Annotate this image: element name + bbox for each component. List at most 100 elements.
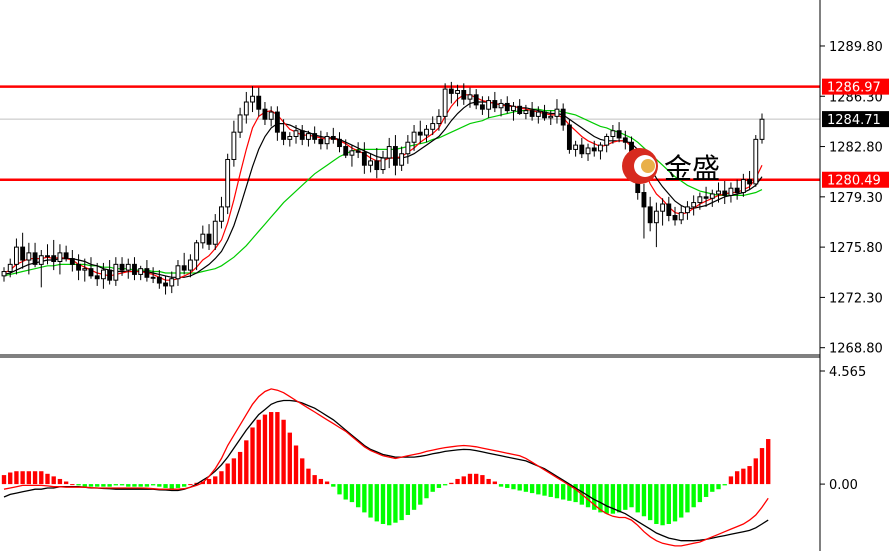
candle-body: [691, 202, 697, 208]
candle: [560, 103, 566, 131]
macd-histogram-bar: [641, 484, 647, 517]
candle: [312, 126, 318, 144]
macd-histogram-bar: [20, 471, 25, 485]
macd-histogram-bar: [710, 484, 715, 492]
candle: [69, 249, 75, 272]
candle: [523, 104, 529, 120]
macd-histogram-bar: [132, 484, 137, 487]
candle: [455, 84, 460, 107]
candle-body: [653, 210, 659, 224]
macd-histogram-bar: [685, 484, 690, 513]
candle: [678, 205, 684, 225]
candle: [206, 224, 212, 250]
macd-histogram-bar: [766, 439, 771, 485]
candle-body: [57, 252, 63, 262]
candle-body: [523, 110, 529, 115]
candle: [306, 130, 311, 147]
candle-body: [194, 242, 200, 261]
candle: [144, 260, 150, 282]
candle: [598, 142, 603, 160]
macd-histogram-bar: [523, 484, 529, 492]
macd-histogram-bar: [610, 484, 616, 514]
candle: [591, 140, 597, 157]
macd-histogram-bar: [480, 475, 485, 485]
candle: [399, 146, 405, 171]
macd-histogram-bar: [567, 484, 572, 501]
macd-histogram-bar: [666, 484, 671, 524]
macd-histogram-bar: [26, 471, 32, 485]
macd-histogram-bar: [387, 484, 392, 526]
signal-line: [3, 388, 769, 547]
candle: [250, 86, 255, 113]
macd-histogram-bar: [542, 484, 547, 496]
macd-histogram-bar: [380, 484, 386, 524]
macd-histogram-bar: [63, 481, 69, 485]
candle: [411, 124, 417, 151]
macd-histogram-bar: [505, 484, 510, 488]
macd-histogram-bar: [529, 484, 535, 494]
macd-histogram-bar: [399, 484, 404, 521]
candle-body: [349, 150, 355, 156]
candle: [467, 87, 473, 108]
candle-body: [287, 135, 293, 140]
candle-body: [399, 153, 405, 166]
candle-body: [405, 141, 411, 155]
candle-body: [312, 133, 318, 140]
candle: [63, 245, 69, 262]
macd-histogram-bar: [175, 484, 181, 488]
macd-histogram-bar: [455, 478, 460, 485]
macd-histogram-bar: [343, 484, 348, 500]
level-label: 1286.97: [827, 81, 881, 96]
macd-histogram-bar: [225, 463, 230, 485]
candle: [355, 142, 361, 159]
candle: [374, 147, 380, 179]
macd-histogram-bar: [82, 484, 87, 487]
macd-histogram-bar: [8, 472, 13, 485]
candle: [647, 196, 653, 232]
macd-histogram-bar: [163, 484, 168, 488]
candle: [728, 182, 734, 203]
candle-body: [436, 115, 442, 125]
macd-histogram-bar: [144, 484, 150, 487]
candle-body: [150, 276, 156, 279]
macd-histogram-bar: [188, 484, 193, 486]
candle: [299, 124, 305, 146]
macd-histogram-bar: [70, 484, 75, 486]
macd-histogram-bar: [449, 482, 454, 485]
candle: [125, 258, 131, 279]
macd-histogram-bar: [119, 484, 125, 486]
candle: [747, 170, 752, 190]
candle-body: [535, 111, 541, 117]
candle-body: [113, 263, 119, 281]
candle: [672, 206, 678, 226]
macd-panel: [1, 388, 771, 547]
candle: [268, 106, 274, 127]
macd-histogram-bar: [126, 484, 131, 487]
candle-body: [753, 138, 759, 185]
macd-histogram-bar: [51, 476, 56, 485]
candle-body: [411, 131, 417, 143]
candle-body: [486, 100, 492, 110]
candle-body: [579, 144, 585, 155]
macd-histogram-bar: [355, 484, 361, 508]
candle-body: [330, 135, 336, 140]
candle: [237, 107, 243, 138]
candle: [535, 106, 541, 124]
candle: [82, 258, 88, 282]
candle-body: [604, 135, 610, 146]
candle: [393, 135, 398, 176]
macd-histogram-bar: [672, 484, 678, 522]
candle-body: [200, 233, 206, 244]
y-tick-label: 1268.80: [829, 342, 883, 357]
candle-body: [206, 233, 212, 245]
candle: [448, 81, 454, 104]
candle: [287, 132, 293, 147]
level-label-box: [822, 171, 889, 188]
candle: [194, 239, 200, 271]
macd-histogram-bar: [691, 484, 696, 508]
macd-histogram-bar: [45, 473, 50, 485]
candle-body: [716, 190, 721, 195]
candle: [442, 83, 448, 124]
candle: [150, 267, 156, 284]
